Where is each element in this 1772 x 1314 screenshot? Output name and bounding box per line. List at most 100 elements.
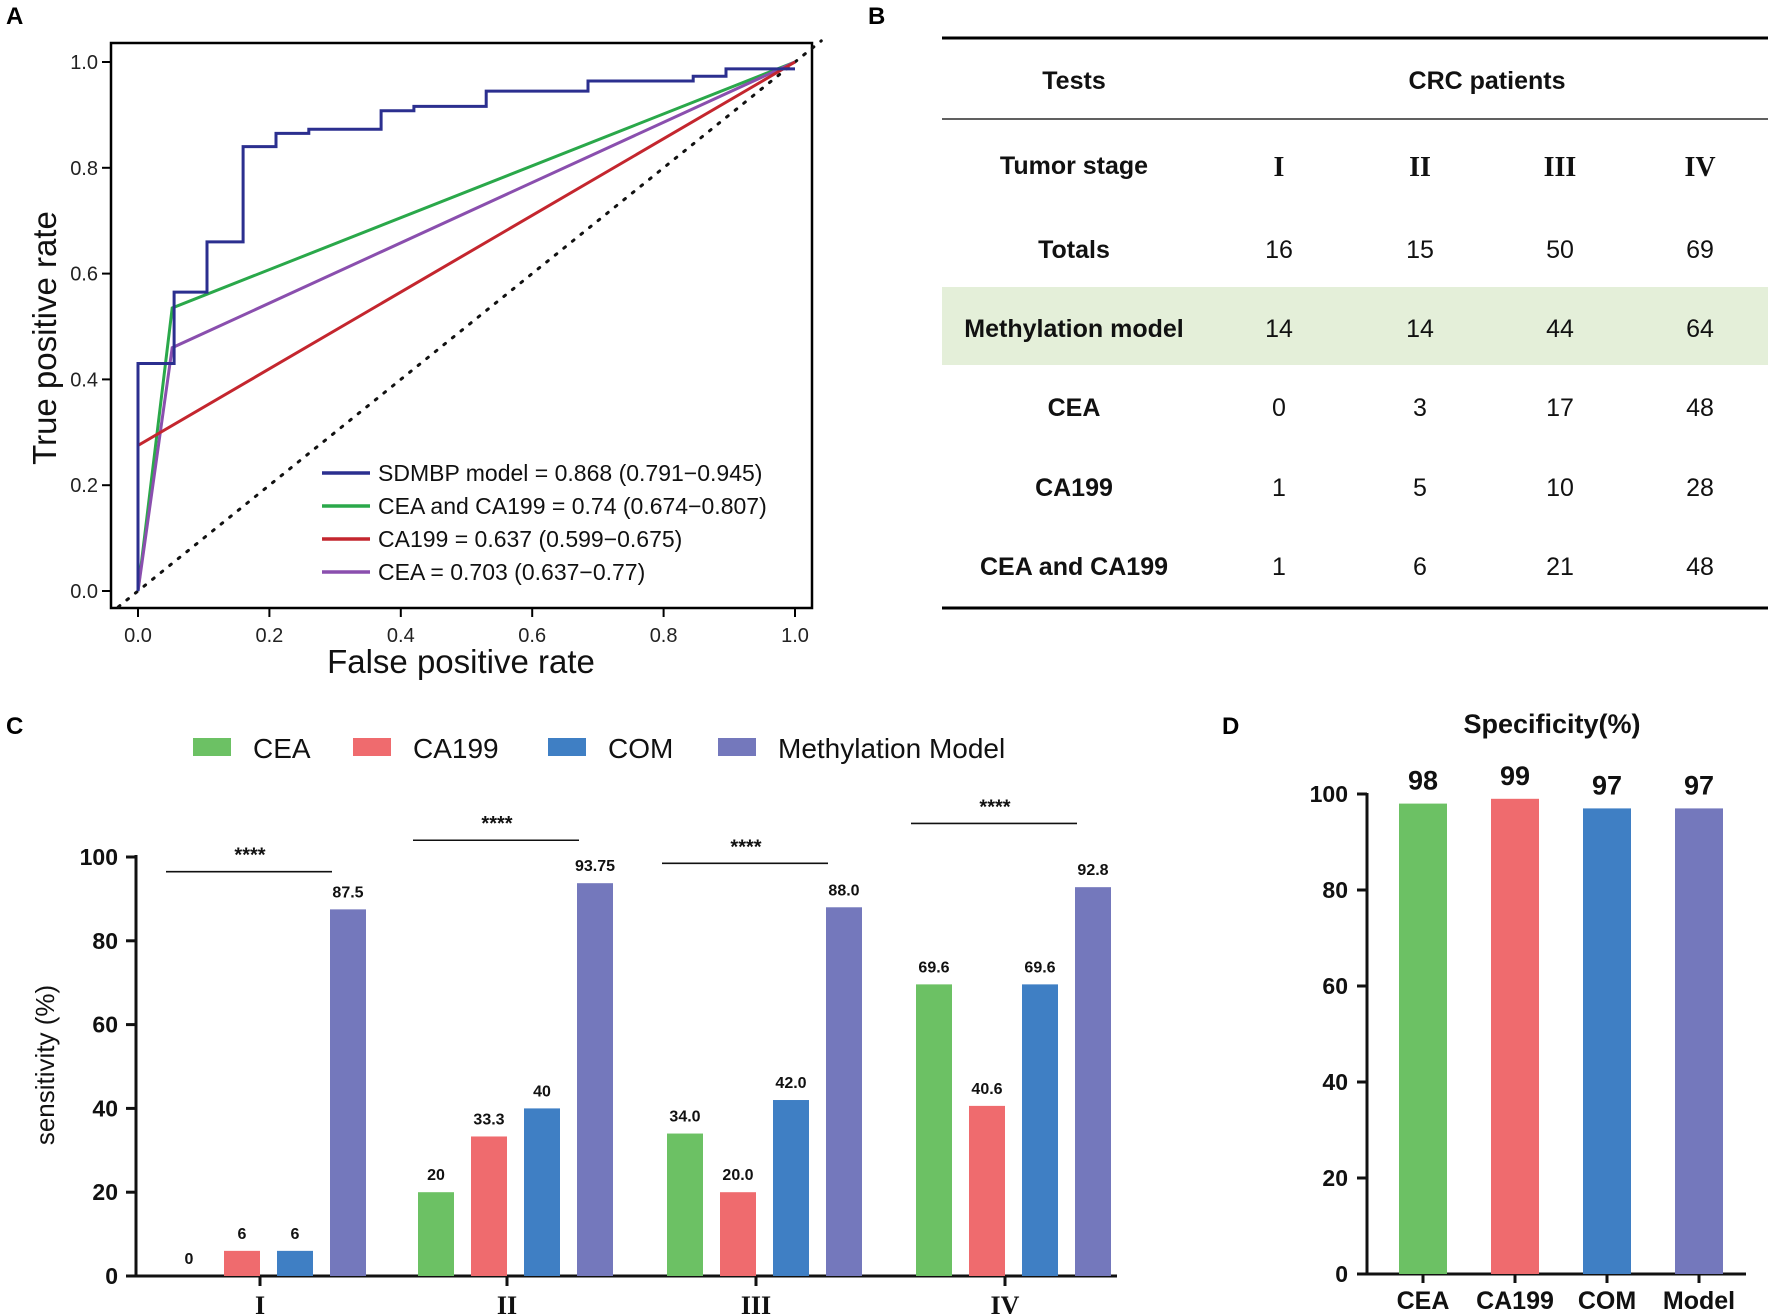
sensitivity-legend-label: CEA xyxy=(253,733,311,764)
sensitivity-legend-swatch xyxy=(353,738,391,756)
sensitivity-bar-cea xyxy=(418,1192,454,1276)
roc-x-tick-label: 0.6 xyxy=(518,625,546,647)
sensitivity-chart: CEA CA199 COM Methylation Model 02040608010… xyxy=(30,733,1117,1314)
sensitivity-bar-cea xyxy=(667,1133,703,1276)
sensitivity-bar-value-label: 0 xyxy=(185,1251,194,1268)
panel-label-b: B xyxy=(868,3,885,30)
sensitivity-y-tick-label: 100 xyxy=(80,844,118,870)
sensitivity-y-tick-label: 80 xyxy=(92,928,118,954)
table-cell: 44 xyxy=(1546,315,1574,343)
specificity-y-tick-label: 80 xyxy=(1322,877,1348,903)
sensitivity-category-label: I xyxy=(255,1291,265,1314)
roc-y-tick-label: 0.6 xyxy=(70,264,98,286)
specificity-bar-model xyxy=(1675,808,1723,1274)
panel-label-a: A xyxy=(6,3,23,30)
sensitivity-bar-value-label: 87.5 xyxy=(332,884,363,901)
sensitivity-y-tick-label: 60 xyxy=(92,1012,118,1038)
roc-x-axis-title: False positive rate xyxy=(327,643,595,680)
roc-y-tick-label: 0.8 xyxy=(70,158,98,180)
specificity-bar-value-label: 97 xyxy=(1592,770,1622,800)
specificity-chart: Specificity(%) 0 20 40 60 80 100 98 CEA 99 CA199… xyxy=(1310,709,1746,1314)
sensitivity-legend-label: COM xyxy=(608,733,673,764)
sensitivity-bar-ca199 xyxy=(969,1105,1005,1276)
table-row-label: Methylation model xyxy=(964,315,1183,343)
sensitivity-bar-value-label: 42.0 xyxy=(775,1075,806,1092)
table-cell: 69 xyxy=(1686,236,1714,264)
sensitivity-y-tick-label: 0 xyxy=(105,1263,118,1289)
sensitivity-bar-value-label: 92.8 xyxy=(1077,862,1108,879)
sensitivity-bar-ca199 xyxy=(224,1250,260,1276)
sensitivity-bar-value-label: 40 xyxy=(533,1083,551,1100)
roc-x-tick-label: 0.8 xyxy=(650,625,678,647)
sensitivity-legend-swatch xyxy=(718,738,756,756)
table-stage-header: III xyxy=(1544,152,1577,183)
specificity-category-label: CEA xyxy=(1397,1287,1450,1314)
specificity-bar-value-label: 97 xyxy=(1684,770,1714,800)
sensitivity-legend-label: CA199 xyxy=(413,733,499,764)
sensitivity-bar-model xyxy=(330,909,366,1276)
sensitivity-bar-com xyxy=(524,1108,560,1276)
roc-x-tick-label: 0.4 xyxy=(387,625,415,647)
table-cell: 16 xyxy=(1265,236,1293,264)
sensitivity-bar-value-label: 6 xyxy=(238,1226,247,1243)
sensitivity-bar-value-label: 20.0 xyxy=(722,1167,753,1184)
roc-legend-label: SDMBP model = 0.868 (0.791−0.945) xyxy=(378,460,762,486)
roc-legend-label: CEA = 0.703 (0.637−0.77) xyxy=(378,559,645,585)
table-cell: 64 xyxy=(1686,315,1714,343)
table-header-tests: Tests xyxy=(1042,67,1105,95)
roc-curve-cea xyxy=(136,60,796,592)
panel-label-c: C xyxy=(6,713,23,740)
table-cell: 48 xyxy=(1686,553,1714,581)
table-highlight-row xyxy=(942,287,1768,365)
table-cell: 5 xyxy=(1413,474,1427,502)
sensitivity-bar-value-label: 69.6 xyxy=(918,959,949,976)
roc-y-axis-title: True positive rate xyxy=(26,211,63,465)
roc-y-tick-label: 0.0 xyxy=(70,581,98,603)
specificity-category-label: COM xyxy=(1578,1287,1636,1314)
sensitivity-bar-value-label: 33.3 xyxy=(473,1111,504,1128)
sensitivity-bar-value-label: 6 xyxy=(291,1226,300,1243)
specificity-bar-com xyxy=(1583,808,1631,1274)
specificity-title: Specificity(%) xyxy=(1463,709,1640,739)
sensitivity-bar-com xyxy=(277,1250,313,1276)
specificity-bar-value-label: 98 xyxy=(1408,766,1438,796)
sensitivity-bar-value-label: 34.0 xyxy=(669,1109,700,1126)
roc-y-tick-label: 1.0 xyxy=(70,52,98,74)
specificity-y-tick-label: 0 xyxy=(1335,1261,1348,1287)
table-cell: 6 xyxy=(1413,553,1427,581)
specificity-category-label: CA199 xyxy=(1476,1287,1554,1314)
table-cell: 50 xyxy=(1546,236,1574,264)
sensitivity-bar-model xyxy=(577,883,613,1276)
specificity-y-tick-label: 40 xyxy=(1322,1069,1348,1095)
table-row-label: Totals xyxy=(1038,236,1110,264)
table-cell: 15 xyxy=(1406,236,1434,264)
table-cell: 28 xyxy=(1686,474,1714,502)
roc-y-tick-label: 0.2 xyxy=(70,475,98,497)
significance-stars: **** xyxy=(481,813,512,835)
table-stage-label: Tumor stage xyxy=(1000,152,1148,180)
sensitivity-category-label: III xyxy=(741,1291,771,1314)
sensitivity-category-label: II xyxy=(497,1291,517,1314)
significance-stars: **** xyxy=(730,836,761,858)
sensitivity-bar-com xyxy=(1022,984,1058,1276)
table-stage-header: II xyxy=(1409,152,1431,183)
table-row-label: CA199 xyxy=(1035,474,1113,502)
roc-plot-frame xyxy=(109,41,814,610)
sensitivity-category-label: IV xyxy=(991,1291,1020,1314)
specificity-bar-cea xyxy=(1399,803,1447,1274)
table-cell: 14 xyxy=(1406,315,1434,343)
roc-x-tick-label: 1.0 xyxy=(781,625,809,647)
roc-x-tick-label: 0.2 xyxy=(255,625,283,647)
significance-stars: **** xyxy=(979,796,1010,818)
sensitivity-y-tick-label: 40 xyxy=(92,1095,118,1121)
sensitivity-bar-com xyxy=(773,1100,809,1276)
table-stage-header: IV xyxy=(1684,152,1715,183)
sensitivity-bar-cea xyxy=(916,984,952,1276)
specificity-y-tick-label: 20 xyxy=(1322,1165,1348,1191)
specificity-y-tick-label: 60 xyxy=(1322,973,1348,999)
table-cell: 48 xyxy=(1686,394,1714,422)
table-cell: 1 xyxy=(1272,474,1286,502)
sensitivity-bar-value-label: 69.6 xyxy=(1024,959,1055,976)
sensitivity-y-tick-label: 20 xyxy=(92,1179,118,1205)
panel-label-d: D xyxy=(1222,713,1239,740)
